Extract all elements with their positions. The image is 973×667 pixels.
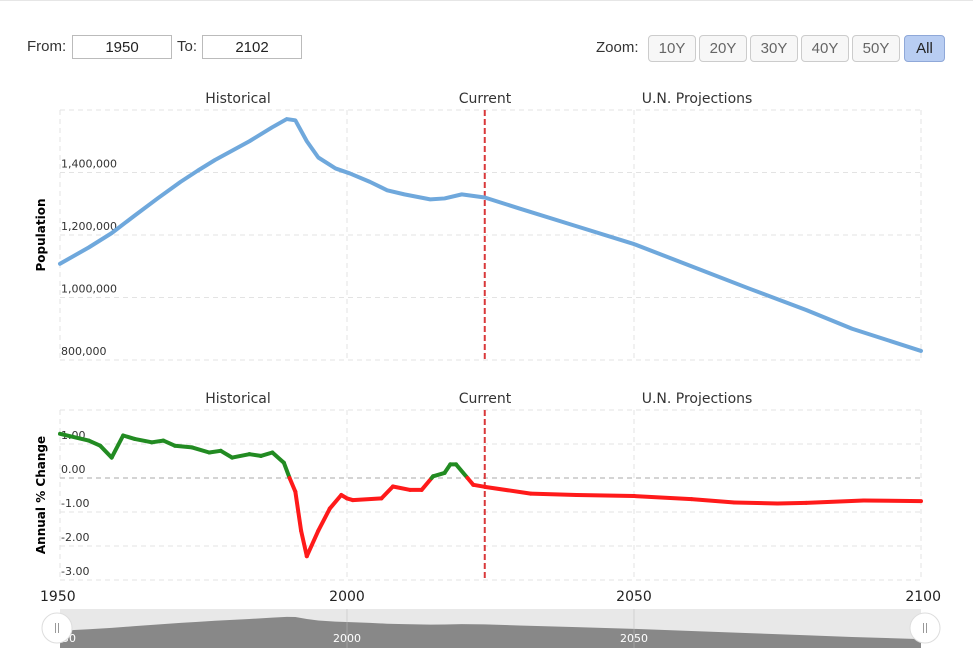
navigator-tick-label: 2000: [333, 632, 361, 645]
growth-segment-positive: [98, 443, 114, 460]
growth-segment-negative: [390, 484, 413, 492]
y-tick-label: 0.00: [61, 463, 86, 476]
navigator-left-handle[interactable]: [41, 612, 73, 644]
growth-segment-negative: [304, 528, 321, 559]
zoom-label: Zoom:: [596, 39, 639, 56]
y-tick-label: -1.00: [61, 497, 89, 510]
section-label: Historical: [205, 391, 271, 407]
y-tick-label: 800,000: [61, 345, 107, 358]
x-tick-label: 2050: [616, 589, 652, 605]
growth-segment-positive: [281, 460, 292, 480]
x-tick-label: 1950: [40, 589, 76, 605]
from-input[interactable]: 1950: [72, 35, 172, 59]
growth-segment-negative: [299, 528, 309, 559]
zoom-50y-button[interactable]: 50Y: [852, 35, 900, 62]
growth-segment-negative: [861, 498, 923, 504]
growth-segment-negative: [775, 500, 809, 506]
navigator-tick-label: 2050: [620, 632, 648, 645]
section-label: Current: [459, 91, 512, 107]
navigator-right-handle[interactable]: [909, 612, 941, 644]
growth-segment-negative: [632, 494, 694, 502]
growth-segment-positive: [161, 438, 177, 448]
growth-segment-negative: [350, 496, 384, 503]
zoom-10y-button[interactable]: 10Y: [648, 35, 696, 62]
section-label: U.N. Projections: [642, 91, 753, 107]
zoom-all-button[interactable]: All: [904, 35, 945, 62]
growth-segment-positive: [132, 436, 154, 445]
y-tick-label: -3.00: [61, 565, 89, 578]
growth-segment-negative: [689, 497, 737, 505]
growth-segment-negative: [327, 493, 344, 511]
growth-segment-positive: [454, 462, 470, 480]
section-label: Current: [459, 391, 512, 407]
growth-segment-negative: [379, 484, 395, 501]
section-label: U.N. Projections: [642, 391, 753, 407]
zoom-30y-button[interactable]: 30Y: [750, 35, 798, 62]
growth-segment-negative: [419, 476, 434, 492]
growth-segment-positive: [172, 443, 195, 450]
population-series-line: [58, 117, 923, 353]
y-tick-label: 1,200,000: [61, 220, 117, 233]
from-label: From:: [27, 38, 67, 55]
growth-segment-positive: [190, 445, 212, 455]
growth-segment-positive: [109, 433, 126, 460]
to-label: To:: [177, 38, 198, 55]
growth-segment-negative: [287, 476, 298, 494]
zoom-40y-button[interactable]: 40Y: [801, 35, 849, 62]
zoom-20y-button[interactable]: 20Y: [699, 35, 747, 62]
growth-segment-positive: [86, 438, 103, 448]
growth-segment-positive: [270, 450, 286, 465]
growth-segment-negative: [316, 506, 332, 533]
growth-segment-negative: [482, 484, 533, 496]
growth-segment-positive: [230, 452, 252, 460]
y-axis-title: Population: [34, 198, 48, 271]
growth-segment-negative: [293, 489, 304, 533]
x-tick-label: 2100: [905, 589, 941, 605]
y-tick-label: 1,000,000: [61, 283, 117, 296]
to-input[interactable]: 2102: [202, 35, 302, 59]
growth-segment-negative: [732, 500, 780, 506]
growth-segment-negative: [528, 491, 579, 497]
growth-segment-negative: [804, 498, 866, 505]
navigator-area: [60, 616, 921, 648]
section-label: Historical: [205, 91, 271, 107]
growth-segment-positive: [218, 448, 235, 460]
growth-segment-negative: [574, 493, 636, 499]
y-tick-label: -2.00: [61, 531, 89, 544]
y-axis-title: Annual % Change: [34, 436, 48, 554]
growth-segment-positive: [58, 431, 91, 443]
y-tick-label: 1,400,000: [61, 158, 117, 171]
x-tick-label: 2000: [329, 589, 365, 605]
